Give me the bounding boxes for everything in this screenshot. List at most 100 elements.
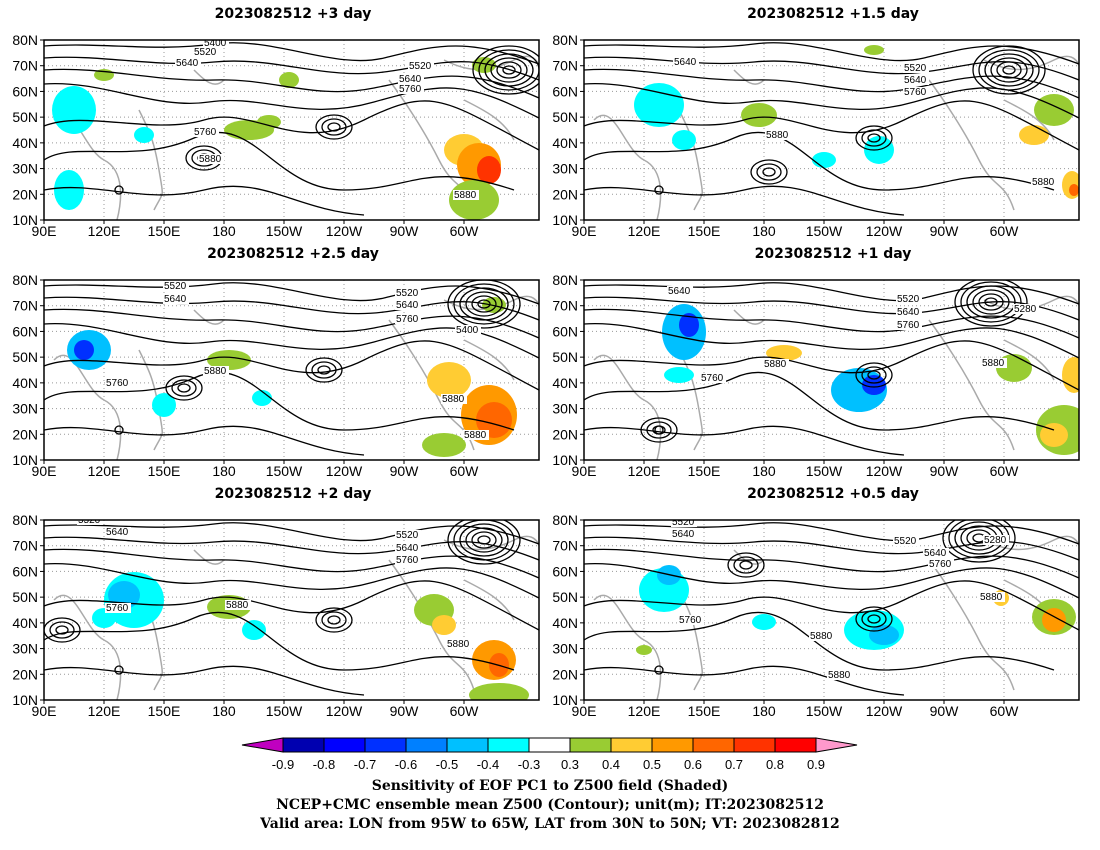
coastline bbox=[193, 549, 225, 565]
z500-contour bbox=[44, 322, 539, 359]
z500-closed-contour bbox=[114, 665, 124, 675]
z500-contour bbox=[584, 371, 1055, 431]
z500-closed-contour bbox=[459, 287, 509, 321]
contour-label-bg bbox=[77, 520, 103, 525]
z500-contour bbox=[584, 425, 905, 456]
lat-tick-label: 20N bbox=[12, 186, 38, 202]
coastline bbox=[678, 349, 704, 451]
z500-closed-contour bbox=[984, 297, 998, 307]
contour-label: 5880 bbox=[447, 639, 470, 650]
lat-tick-label: 60N bbox=[552, 83, 578, 99]
lat-tick-label: 80N bbox=[12, 32, 38, 48]
sensitivity-shading bbox=[672, 130, 696, 150]
coastline bbox=[733, 309, 765, 325]
coastline bbox=[443, 55, 539, 100]
z500-closed-contour bbox=[502, 65, 516, 75]
colorbar-segment bbox=[610, 737, 653, 753]
contour-label: 5880 bbox=[1032, 177, 1055, 188]
z500-contour bbox=[584, 522, 1079, 545]
colorbar-label: -0.5 bbox=[436, 757, 458, 772]
coastline bbox=[593, 594, 662, 700]
contour-label: 5880 bbox=[982, 358, 1005, 369]
contour-label: 5520 bbox=[396, 288, 419, 299]
z500-closed-contour bbox=[867, 133, 881, 143]
coastline bbox=[193, 309, 225, 325]
z500-contour bbox=[584, 308, 1079, 339]
colorbar-segment bbox=[528, 737, 571, 753]
lat-tick-label: 30N bbox=[12, 401, 38, 417]
lon-tick-label: 180 bbox=[752, 223, 776, 239]
lat-tick-label: 10N bbox=[552, 452, 578, 468]
contour-label-bg bbox=[163, 294, 189, 304]
contour-label-bg bbox=[395, 530, 421, 540]
sensitivity-shading bbox=[664, 367, 694, 383]
sensitivity-shading bbox=[152, 393, 176, 417]
coastline bbox=[138, 109, 164, 211]
lat-tick-label: 50N bbox=[552, 349, 578, 365]
colorbar-segment bbox=[282, 737, 325, 753]
lat-tick-label: 80N bbox=[552, 272, 578, 288]
z500-closed-contour bbox=[996, 61, 1022, 79]
lon-tick-label: 90W bbox=[390, 703, 420, 719]
contour-label-bg bbox=[105, 378, 131, 388]
lat-tick-label: 40N bbox=[552, 135, 578, 151]
contour-label: 5880 bbox=[828, 670, 851, 681]
lat-tick-label: 80N bbox=[12, 272, 38, 288]
contour-label: 5520 bbox=[78, 515, 101, 526]
z500-closed-contour bbox=[114, 425, 124, 435]
z500-contour bbox=[44, 522, 539, 545]
z500-closed-contour bbox=[315, 114, 353, 140]
z500-closed-contour bbox=[317, 365, 331, 375]
contour-label: 5640 bbox=[904, 75, 927, 86]
contour-label-bg bbox=[446, 639, 472, 649]
lon-tick-label: 150W bbox=[266, 223, 303, 239]
sensitivity-shading bbox=[766, 345, 802, 361]
lon-tick-label: 120W bbox=[326, 223, 363, 239]
contour-label-bg bbox=[903, 63, 929, 73]
lon-tick-label: 60W bbox=[450, 223, 480, 239]
lat-tick-label: 10N bbox=[12, 452, 38, 468]
z500-contour bbox=[44, 42, 539, 65]
lat-tick-label: 40N bbox=[12, 375, 38, 391]
z500-closed-contour bbox=[867, 370, 881, 380]
lon-tick-label: 120E bbox=[88, 223, 121, 239]
panel-title-1: 2023082512 +3 day bbox=[214, 6, 372, 22]
lat-tick-label: 70N bbox=[12, 298, 38, 314]
lon-tick-label: 60W bbox=[990, 463, 1020, 479]
sensitivity-shading bbox=[1069, 184, 1079, 196]
colorbar-label: 0.6 bbox=[684, 757, 702, 772]
z500-closed-contour bbox=[321, 611, 347, 629]
colorbar-label: 0.3 bbox=[561, 757, 579, 772]
lat-tick-label: 20N bbox=[552, 186, 578, 202]
coastline bbox=[928, 559, 1015, 691]
z500-closed-contour bbox=[55, 625, 69, 635]
contour-label-bg bbox=[667, 286, 693, 296]
sensitivity-shading bbox=[679, 313, 699, 337]
z500-closed-contour bbox=[942, 520, 1016, 563]
contour-label-bg bbox=[928, 559, 954, 569]
z500-closed-contour bbox=[733, 556, 759, 574]
map-frame bbox=[583, 519, 1080, 701]
contour-label: 5880 bbox=[810, 631, 833, 642]
z500-contour bbox=[584, 296, 1079, 321]
z500-closed-contour bbox=[978, 49, 1040, 91]
coastline bbox=[928, 319, 1015, 451]
z500-closed-contour bbox=[654, 425, 664, 435]
lat-tick-label: 50N bbox=[552, 589, 578, 605]
lon-tick-label: 150E bbox=[688, 703, 721, 719]
panel-title-3: 2023082512 +2.5 day bbox=[207, 246, 379, 262]
lon-tick-label: 150E bbox=[688, 223, 721, 239]
panel-title-2: 2023082512 +1.5 day bbox=[747, 6, 919, 22]
lat-tick-label: 10N bbox=[552, 212, 578, 228]
z500-closed-contour bbox=[311, 361, 337, 379]
contour-label: 5520 bbox=[164, 281, 187, 292]
lat-tick-label: 10N bbox=[12, 692, 38, 708]
z500-closed-contour bbox=[646, 421, 672, 439]
contour-label-bg bbox=[395, 543, 421, 553]
z500-closed-contour bbox=[855, 125, 893, 151]
lat-tick-label: 20N bbox=[12, 666, 38, 682]
sensitivity-shading bbox=[422, 433, 466, 457]
contour-label-bg bbox=[455, 325, 481, 335]
colorbar-segment bbox=[774, 737, 817, 753]
